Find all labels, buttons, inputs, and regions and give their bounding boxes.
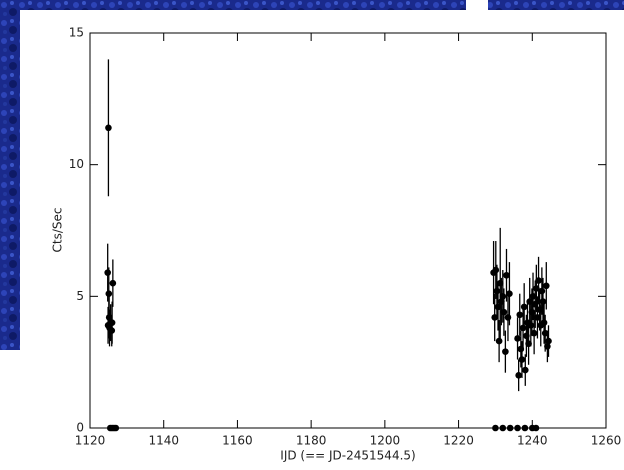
point xyxy=(521,424,529,432)
x-tick-label: 1220 xyxy=(443,434,474,448)
point xyxy=(502,348,509,355)
y-axis-label: Cts/Sec xyxy=(51,208,65,253)
point xyxy=(527,322,535,329)
point xyxy=(104,269,111,276)
point xyxy=(500,308,508,316)
point xyxy=(518,356,526,363)
point xyxy=(542,282,550,290)
point xyxy=(493,287,501,295)
y-tick-label: 10 xyxy=(69,157,84,171)
x-axis-label: IJD (== JD-2451544.5) xyxy=(280,449,415,463)
point xyxy=(499,424,507,432)
point xyxy=(519,324,527,332)
plot-frame xyxy=(89,32,607,429)
point xyxy=(515,372,522,379)
x-tick-label: 1180 xyxy=(296,434,327,448)
x-tick-label: 1160 xyxy=(222,434,253,448)
point xyxy=(539,298,547,305)
point xyxy=(532,424,540,432)
point xyxy=(112,424,120,432)
point xyxy=(108,319,116,326)
x-tick-label: 1140 xyxy=(148,434,179,448)
point xyxy=(492,266,500,274)
point xyxy=(530,329,538,337)
point xyxy=(545,337,552,345)
point xyxy=(520,303,528,311)
point xyxy=(514,424,521,432)
point xyxy=(495,337,503,345)
point xyxy=(105,290,113,298)
y-tick-label: 15 xyxy=(69,26,84,40)
point xyxy=(538,287,546,295)
point xyxy=(503,271,510,279)
gap xyxy=(466,0,488,12)
point xyxy=(492,424,499,432)
point xyxy=(514,335,521,342)
point xyxy=(506,424,514,432)
point xyxy=(109,279,117,287)
x-tick-label: 1260 xyxy=(591,434,622,448)
x-tick-label: 1120 xyxy=(75,434,106,448)
x-tick-label: 1240 xyxy=(517,434,548,448)
point xyxy=(506,290,513,298)
point xyxy=(521,366,529,374)
x-tick-label: 1200 xyxy=(370,434,401,448)
point xyxy=(540,319,548,326)
point xyxy=(105,124,112,132)
point xyxy=(535,277,542,284)
point xyxy=(504,314,512,321)
plot-panel xyxy=(20,10,624,466)
y-tick-label: 0 xyxy=(76,421,84,435)
y-tick-label: 5 xyxy=(76,289,84,303)
point xyxy=(499,293,507,300)
point xyxy=(516,311,524,319)
